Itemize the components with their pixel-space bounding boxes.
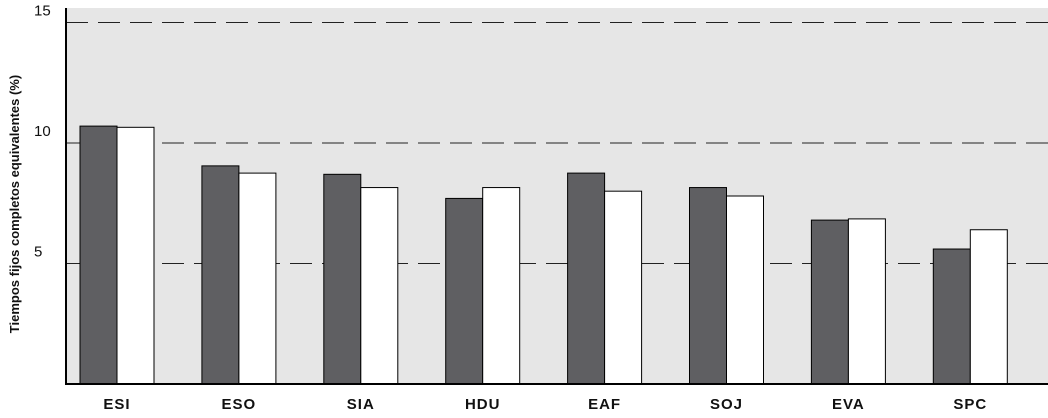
bar-esi-series-1 xyxy=(79,125,118,385)
x-category-label: EVA xyxy=(832,396,865,413)
bar-eva-series-2 xyxy=(847,218,886,385)
y-tick-label: 10 xyxy=(34,123,51,140)
x-category-label: ESO xyxy=(222,396,257,413)
y-axis-title: Tiempos fijos completos equivalentes (%) xyxy=(7,75,22,333)
bar-hdu-series-2 xyxy=(482,187,521,385)
bar-hdu-series-1 xyxy=(445,197,484,385)
x-category-label: ESI xyxy=(103,396,130,413)
bar-sia-series-1 xyxy=(323,173,362,385)
bar-eaf-series-1 xyxy=(567,172,606,385)
bar-eva-series-1 xyxy=(810,219,849,385)
bar-soj-series-2 xyxy=(726,195,764,385)
bar-spc-series-1 xyxy=(932,248,971,385)
x-category-label: SIA xyxy=(347,396,375,413)
axes xyxy=(65,8,1048,385)
y-tick-label: 15 xyxy=(34,2,51,19)
x-category-labels: ESI ESO SIA HDU EAF SOJ EVA SPC xyxy=(103,396,987,413)
x-category-label: SPC xyxy=(953,396,987,413)
bar-sia-series-2 xyxy=(360,187,399,385)
x-category-label: EAF xyxy=(588,396,621,413)
x-category-label: HDU xyxy=(465,396,501,413)
y-tick-label: 5 xyxy=(34,243,42,260)
x-category-label: SOJ xyxy=(710,396,743,413)
bars xyxy=(79,125,1008,385)
bar-esi-series-2 xyxy=(116,126,155,385)
bar-soj-series-1 xyxy=(689,187,727,385)
y-tick-labels: 5 10 15 xyxy=(34,2,51,260)
bar-eso-series-2 xyxy=(238,172,277,385)
bar-eaf-series-2 xyxy=(604,190,643,385)
bar-spc-series-2 xyxy=(969,229,1008,385)
bar-eso-series-1 xyxy=(201,165,240,385)
